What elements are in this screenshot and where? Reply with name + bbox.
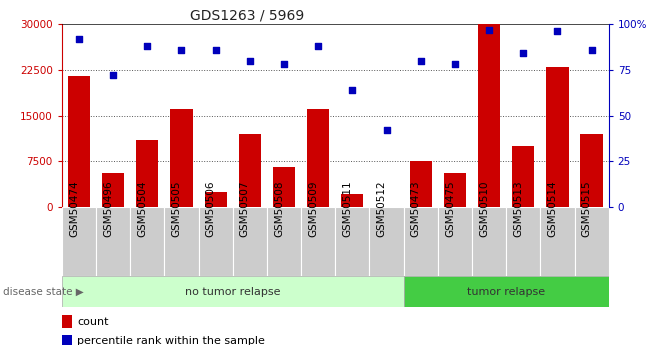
Point xyxy=(313,43,324,49)
Text: no tumor relapse: no tumor relapse xyxy=(185,287,281,296)
Bar xyxy=(437,207,472,276)
Bar xyxy=(506,207,540,276)
Bar xyxy=(404,276,609,307)
Text: GSM50509: GSM50509 xyxy=(308,181,318,237)
Bar xyxy=(444,174,466,207)
Bar xyxy=(472,207,506,276)
Point xyxy=(518,51,529,56)
Bar xyxy=(62,315,72,328)
Point xyxy=(108,72,118,78)
Bar xyxy=(540,207,575,276)
Bar xyxy=(273,167,295,207)
Bar xyxy=(546,67,568,207)
Bar xyxy=(136,140,158,207)
Point xyxy=(450,62,460,67)
Bar xyxy=(581,134,603,207)
Bar xyxy=(62,276,404,307)
Bar xyxy=(301,207,335,276)
Text: GSM50505: GSM50505 xyxy=(171,181,182,237)
Bar xyxy=(370,207,404,276)
Bar xyxy=(102,174,124,207)
Text: GSM50506: GSM50506 xyxy=(206,181,215,237)
Point xyxy=(381,127,392,133)
Bar xyxy=(130,207,164,276)
Text: GSM50474: GSM50474 xyxy=(69,181,79,237)
Bar xyxy=(478,24,500,207)
Bar xyxy=(62,207,96,276)
Text: GSM50510: GSM50510 xyxy=(479,181,489,237)
Point xyxy=(176,47,187,52)
Text: tumor relapse: tumor relapse xyxy=(467,287,546,296)
Bar xyxy=(341,194,363,207)
Bar xyxy=(239,134,261,207)
Point xyxy=(210,47,221,52)
Bar xyxy=(199,207,233,276)
Point xyxy=(587,47,597,52)
Text: GSM50475: GSM50475 xyxy=(445,181,455,237)
Text: GSM50515: GSM50515 xyxy=(581,181,592,237)
Bar xyxy=(267,207,301,276)
Bar xyxy=(68,76,90,207)
Bar xyxy=(512,146,534,207)
Point xyxy=(552,29,562,34)
Text: GSM50473: GSM50473 xyxy=(411,181,421,237)
Bar xyxy=(575,207,609,276)
Bar xyxy=(62,335,72,345)
Bar xyxy=(204,192,227,207)
Point xyxy=(142,43,152,49)
Text: GSM50496: GSM50496 xyxy=(103,181,113,237)
Bar xyxy=(171,109,193,207)
Text: GSM50511: GSM50511 xyxy=(342,181,352,237)
Bar xyxy=(404,207,437,276)
Point xyxy=(74,36,84,41)
Bar xyxy=(96,207,130,276)
Text: GSM50513: GSM50513 xyxy=(513,181,523,237)
Bar xyxy=(164,207,199,276)
Text: GDS1263 / 5969: GDS1263 / 5969 xyxy=(190,9,305,23)
Bar xyxy=(307,109,329,207)
Point xyxy=(279,62,289,67)
Bar xyxy=(409,161,432,207)
Point xyxy=(245,58,255,63)
Text: GSM50508: GSM50508 xyxy=(274,181,284,237)
Point xyxy=(415,58,426,63)
Point xyxy=(347,87,357,93)
Bar xyxy=(233,207,267,276)
Text: count: count xyxy=(77,317,109,327)
Text: GSM50514: GSM50514 xyxy=(547,181,557,237)
Text: GSM50504: GSM50504 xyxy=(137,181,147,237)
Text: GSM50507: GSM50507 xyxy=(240,181,250,237)
Text: disease state ▶: disease state ▶ xyxy=(3,287,84,296)
Text: percentile rank within the sample: percentile rank within the sample xyxy=(77,336,265,345)
Bar xyxy=(335,207,370,276)
Point xyxy=(484,27,494,32)
Text: GSM50512: GSM50512 xyxy=(376,181,387,237)
